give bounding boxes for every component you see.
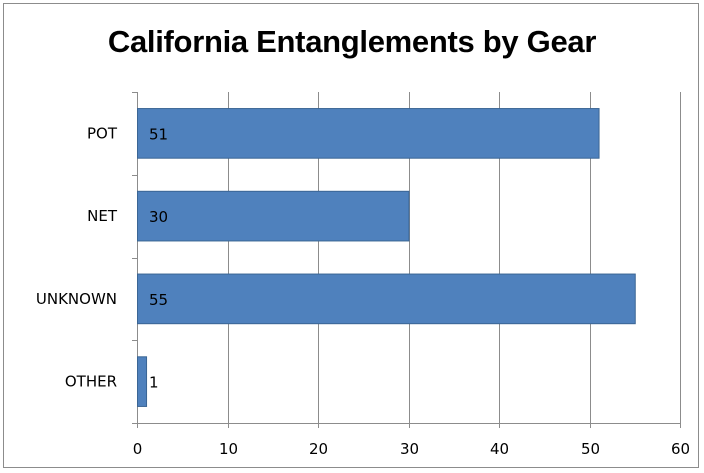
bar-pot: [137, 108, 600, 159]
chart-title: California Entanglements by Gear: [107, 24, 597, 59]
y-category-label: OTHER: [65, 373, 117, 391]
y-category-label: POT: [87, 124, 118, 142]
data-label: 55: [149, 291, 168, 309]
bars: [137, 108, 636, 407]
x-tick-label: 40: [490, 440, 509, 458]
y-category-label: NET: [87, 207, 118, 225]
x-tick-label: 60: [671, 440, 690, 458]
bar-unknown: [137, 273, 636, 325]
data-label: 1: [149, 374, 159, 392]
data-label: 51: [149, 125, 168, 143]
y-category-label: UNKNOWN: [36, 290, 117, 308]
data-label: 30: [149, 208, 168, 226]
x-tick-label: 10: [219, 440, 238, 458]
bar-net: [137, 190, 410, 242]
x-tick-label: 30: [400, 440, 419, 458]
x-tick-label: 50: [581, 440, 600, 458]
x-tick-label: 0: [133, 440, 143, 458]
bar-other: [137, 356, 148, 407]
axes: 0 10 20 30 40 50 60: [132, 92, 690, 458]
labels: POT 51 NET 30 UNKNOWN 55 OTHER 1: [36, 124, 168, 391]
x-tick-label: 20: [309, 440, 328, 458]
